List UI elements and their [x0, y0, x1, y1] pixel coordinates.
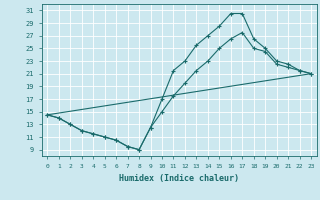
X-axis label: Humidex (Indice chaleur): Humidex (Indice chaleur): [119, 174, 239, 183]
